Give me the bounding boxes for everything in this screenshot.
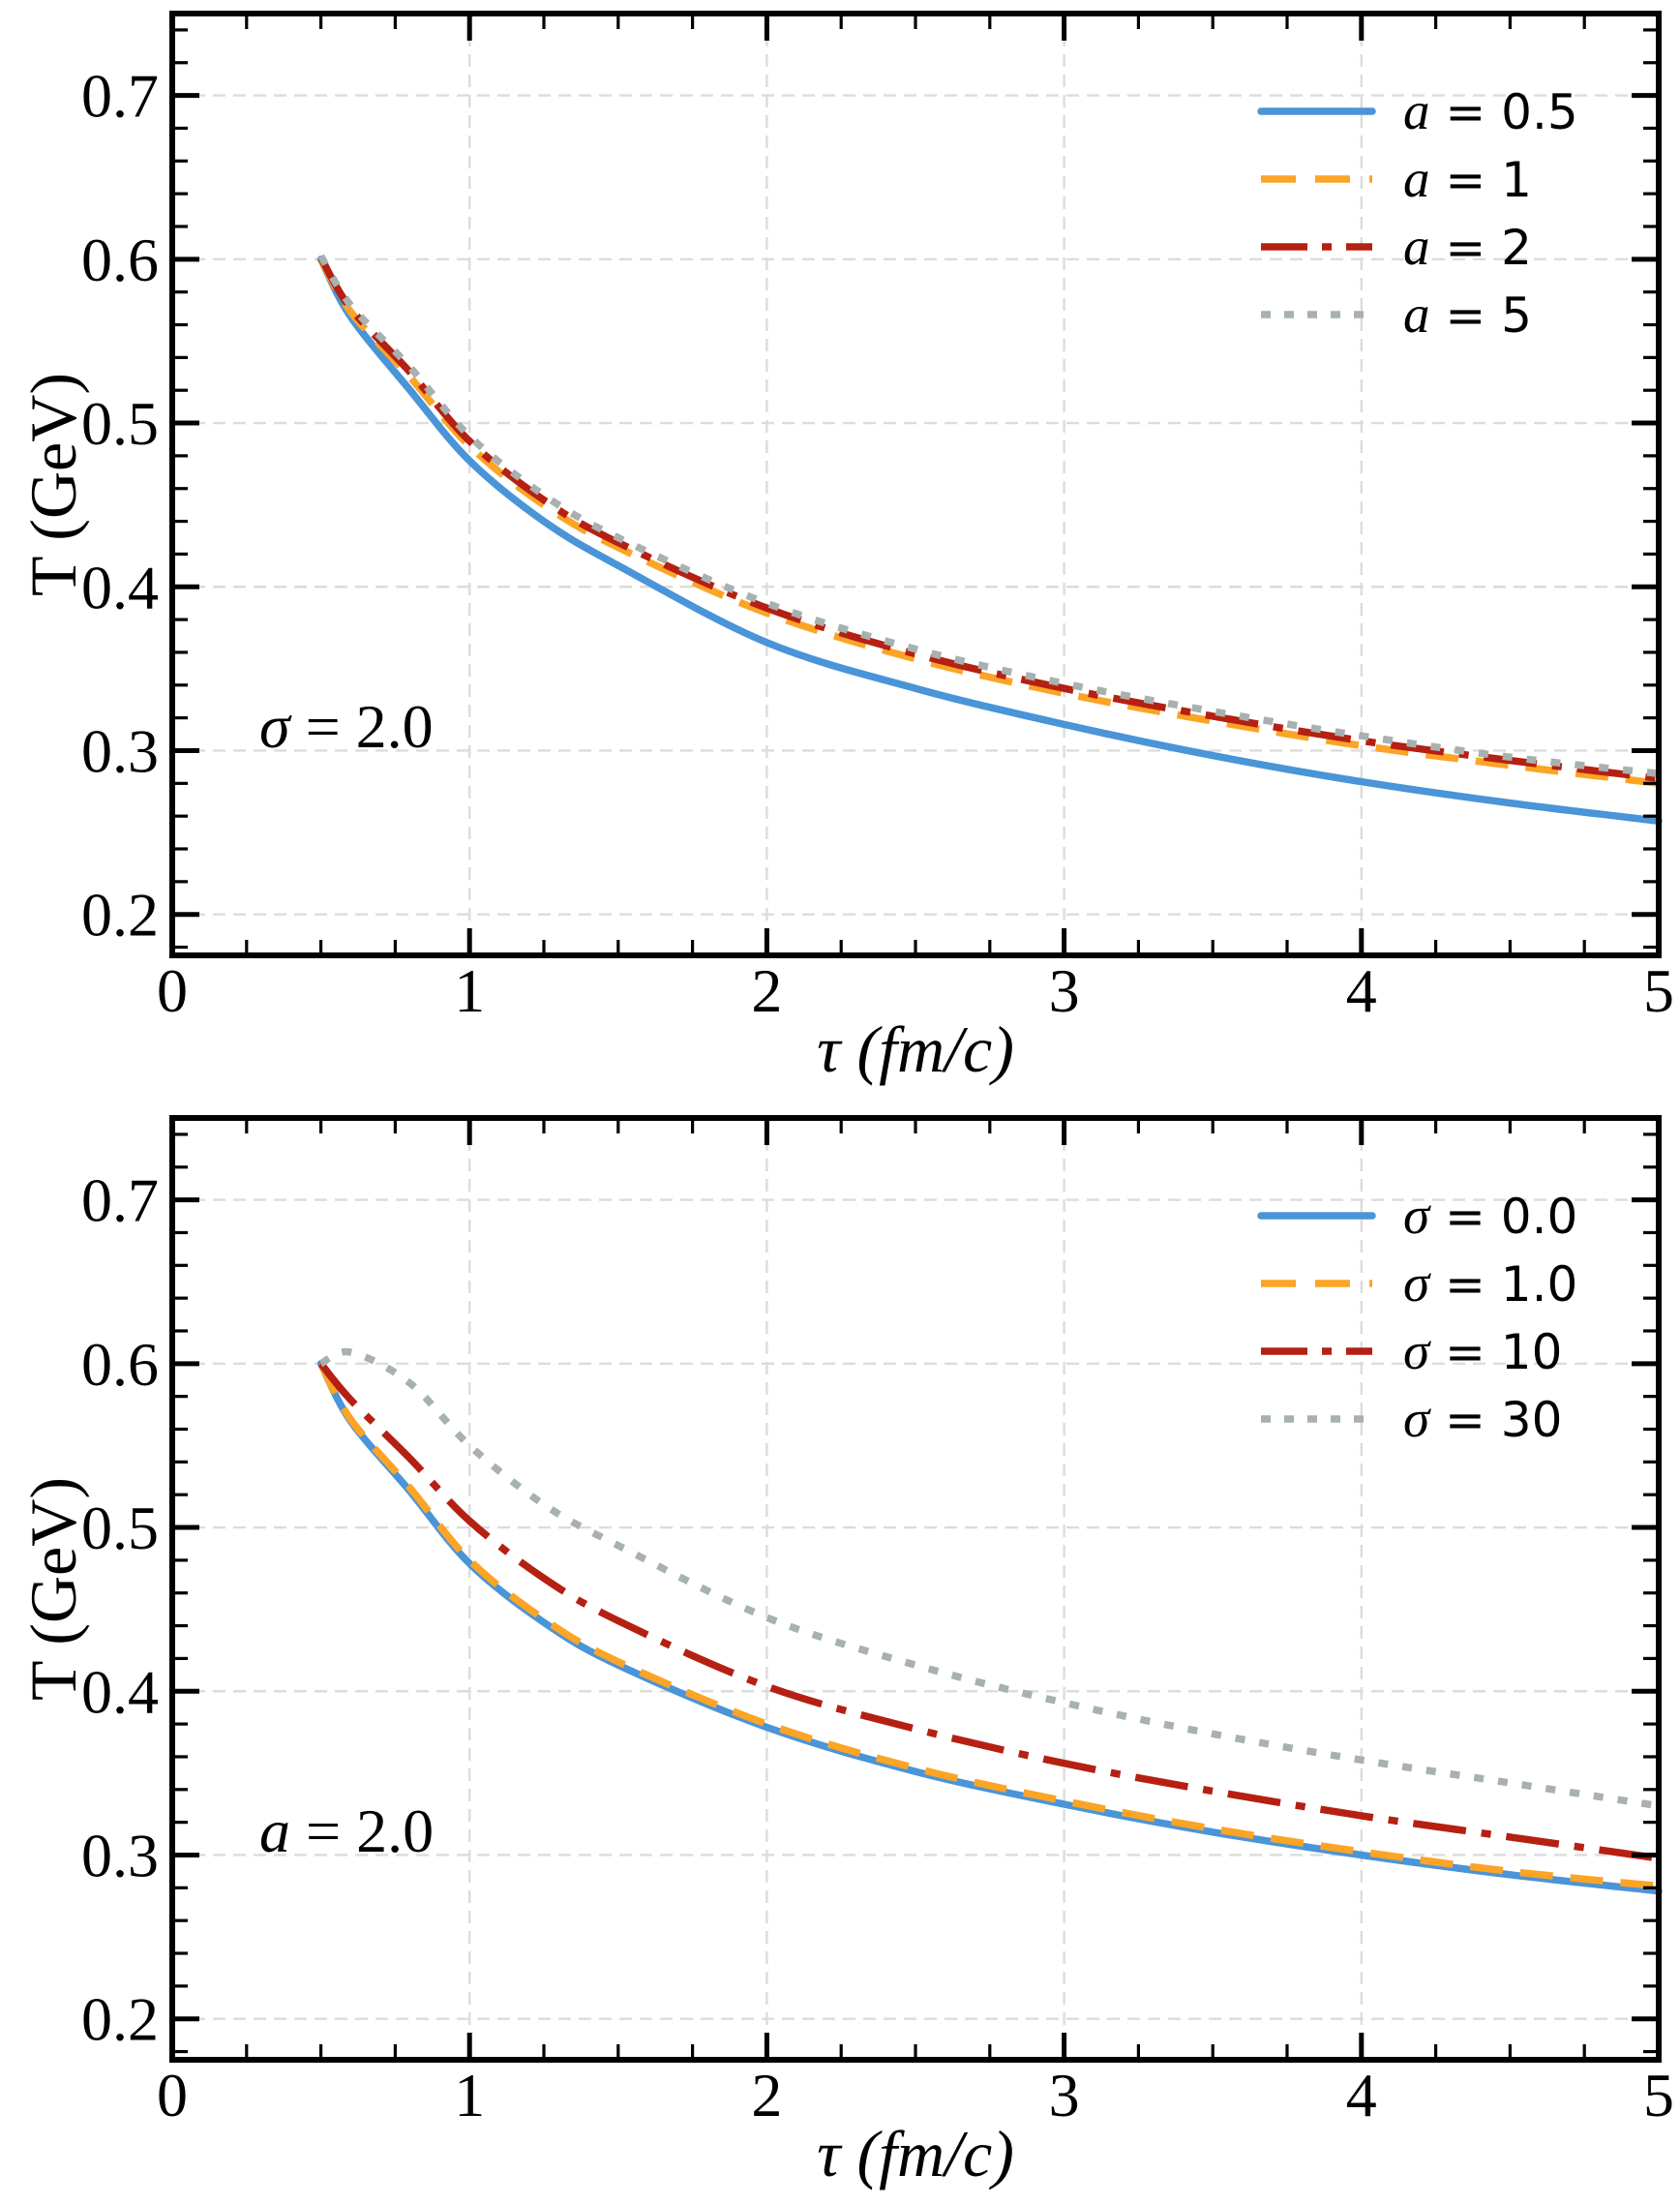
x-tick-label: 1 (454, 956, 485, 1025)
y-tick-label: 0.7 (81, 1166, 159, 1235)
x-tick-label: 5 (1643, 956, 1674, 1025)
ticks (169, 14, 1662, 955)
panel-annotation: σ = 2.0 (259, 692, 434, 761)
panel-annotation: a = 2.0 (259, 1796, 434, 1865)
y-axis-label: T (GeV) (16, 1477, 90, 1701)
x-tick-label: 2 (751, 956, 782, 1025)
x-tick-label: 5 (1643, 2061, 1674, 2129)
legend-label: a = 0.5 (1403, 81, 1578, 140)
legend-label: σ = 0.0 (1403, 1186, 1577, 1245)
x-tick-label: 1 (454, 2061, 485, 2129)
y-axis-label: T (GeV) (16, 373, 90, 596)
y-tick-label: 0.5 (81, 1494, 159, 1562)
legend-label: σ = 10 (1403, 1321, 1562, 1380)
grid (172, 14, 1659, 955)
legend-label: σ = 1.0 (1403, 1253, 1577, 1313)
legend-entry-σ-1.0: σ = 1.0 (1261, 1253, 1577, 1313)
y-tick-label: 0.4 (81, 553, 159, 621)
legend-label: a = 2 (1403, 217, 1532, 276)
legend: a = 0.5 a = 1 a = 2 a = 5 (1257, 81, 1578, 344)
legend-entry-a-2: a = 2 (1261, 217, 1532, 276)
x-tick-label: 4 (1346, 956, 1377, 1025)
y-tick-label: 0.5 (81, 389, 159, 458)
legend-entry-σ-30: σ = 30 (1261, 1389, 1562, 1448)
grid (172, 1118, 1659, 2060)
curve-a-1 (317, 257, 1660, 788)
curve-a-0.5 (316, 256, 1663, 825)
legend-label: a = 1 (1403, 149, 1532, 208)
legend-label: σ = 30 (1403, 1389, 1562, 1448)
x-tick-label: 0 (157, 2061, 188, 2129)
curve-σ-10 (317, 1361, 1660, 1862)
ticks (169, 1118, 1662, 2060)
y-tick-label: 0.3 (81, 1821, 159, 1889)
legend: σ = 0.0 σ = 1.0 σ = 10 σ = 30 (1257, 1186, 1577, 1448)
curve-σ-30 (318, 1347, 1660, 1810)
y-tick-label: 0.7 (81, 62, 159, 131)
x-tick-label: 4 (1346, 2061, 1377, 2129)
y-tick-label: 0.4 (81, 1657, 159, 1726)
legend-label: a = 5 (1403, 285, 1532, 344)
legend-entry-σ-10: σ = 10 (1261, 1321, 1562, 1380)
legend-entry-a-0.5: a = 0.5 (1257, 81, 1578, 140)
x-tick-label: 3 (1049, 956, 1080, 1025)
curve-a-2 (317, 256, 1660, 782)
x-axis-label: τ (fm/c) (817, 2117, 1014, 2190)
panel-top: 0 1 2 3 4 5 0.2 0.3 0.4 0.5 0.6 0.7 τ (fm/c) T (GeV) a… (16, 11, 1674, 1086)
legend-entry-a-5: a = 5 (1261, 285, 1532, 344)
x-tick-label: 0 (157, 956, 188, 1025)
x-axis-label: τ (fm/c) (817, 1012, 1014, 1086)
y-tick-label: 0.6 (81, 226, 159, 294)
curve-σ-1.0 (317, 1362, 1660, 1890)
legend-entry-a-1: a = 1 (1261, 149, 1532, 208)
y-tick-label: 0.6 (81, 1330, 159, 1399)
y-tick-label: 0.3 (81, 716, 159, 785)
y-tick-label: 0.2 (81, 1985, 159, 2054)
legend-entry-σ-0.0: σ = 0.0 (1257, 1186, 1577, 1245)
x-tick-label: 2 (751, 2061, 782, 2129)
x-tick-label: 3 (1049, 2061, 1080, 2129)
panel-bottom: 0 1 2 3 4 5 0.2 0.3 0.4 0.5 0.6 0.7 τ (fm/c) T (GeV) σ… (16, 1115, 1674, 2190)
y-tick-label: 0.2 (81, 881, 159, 950)
